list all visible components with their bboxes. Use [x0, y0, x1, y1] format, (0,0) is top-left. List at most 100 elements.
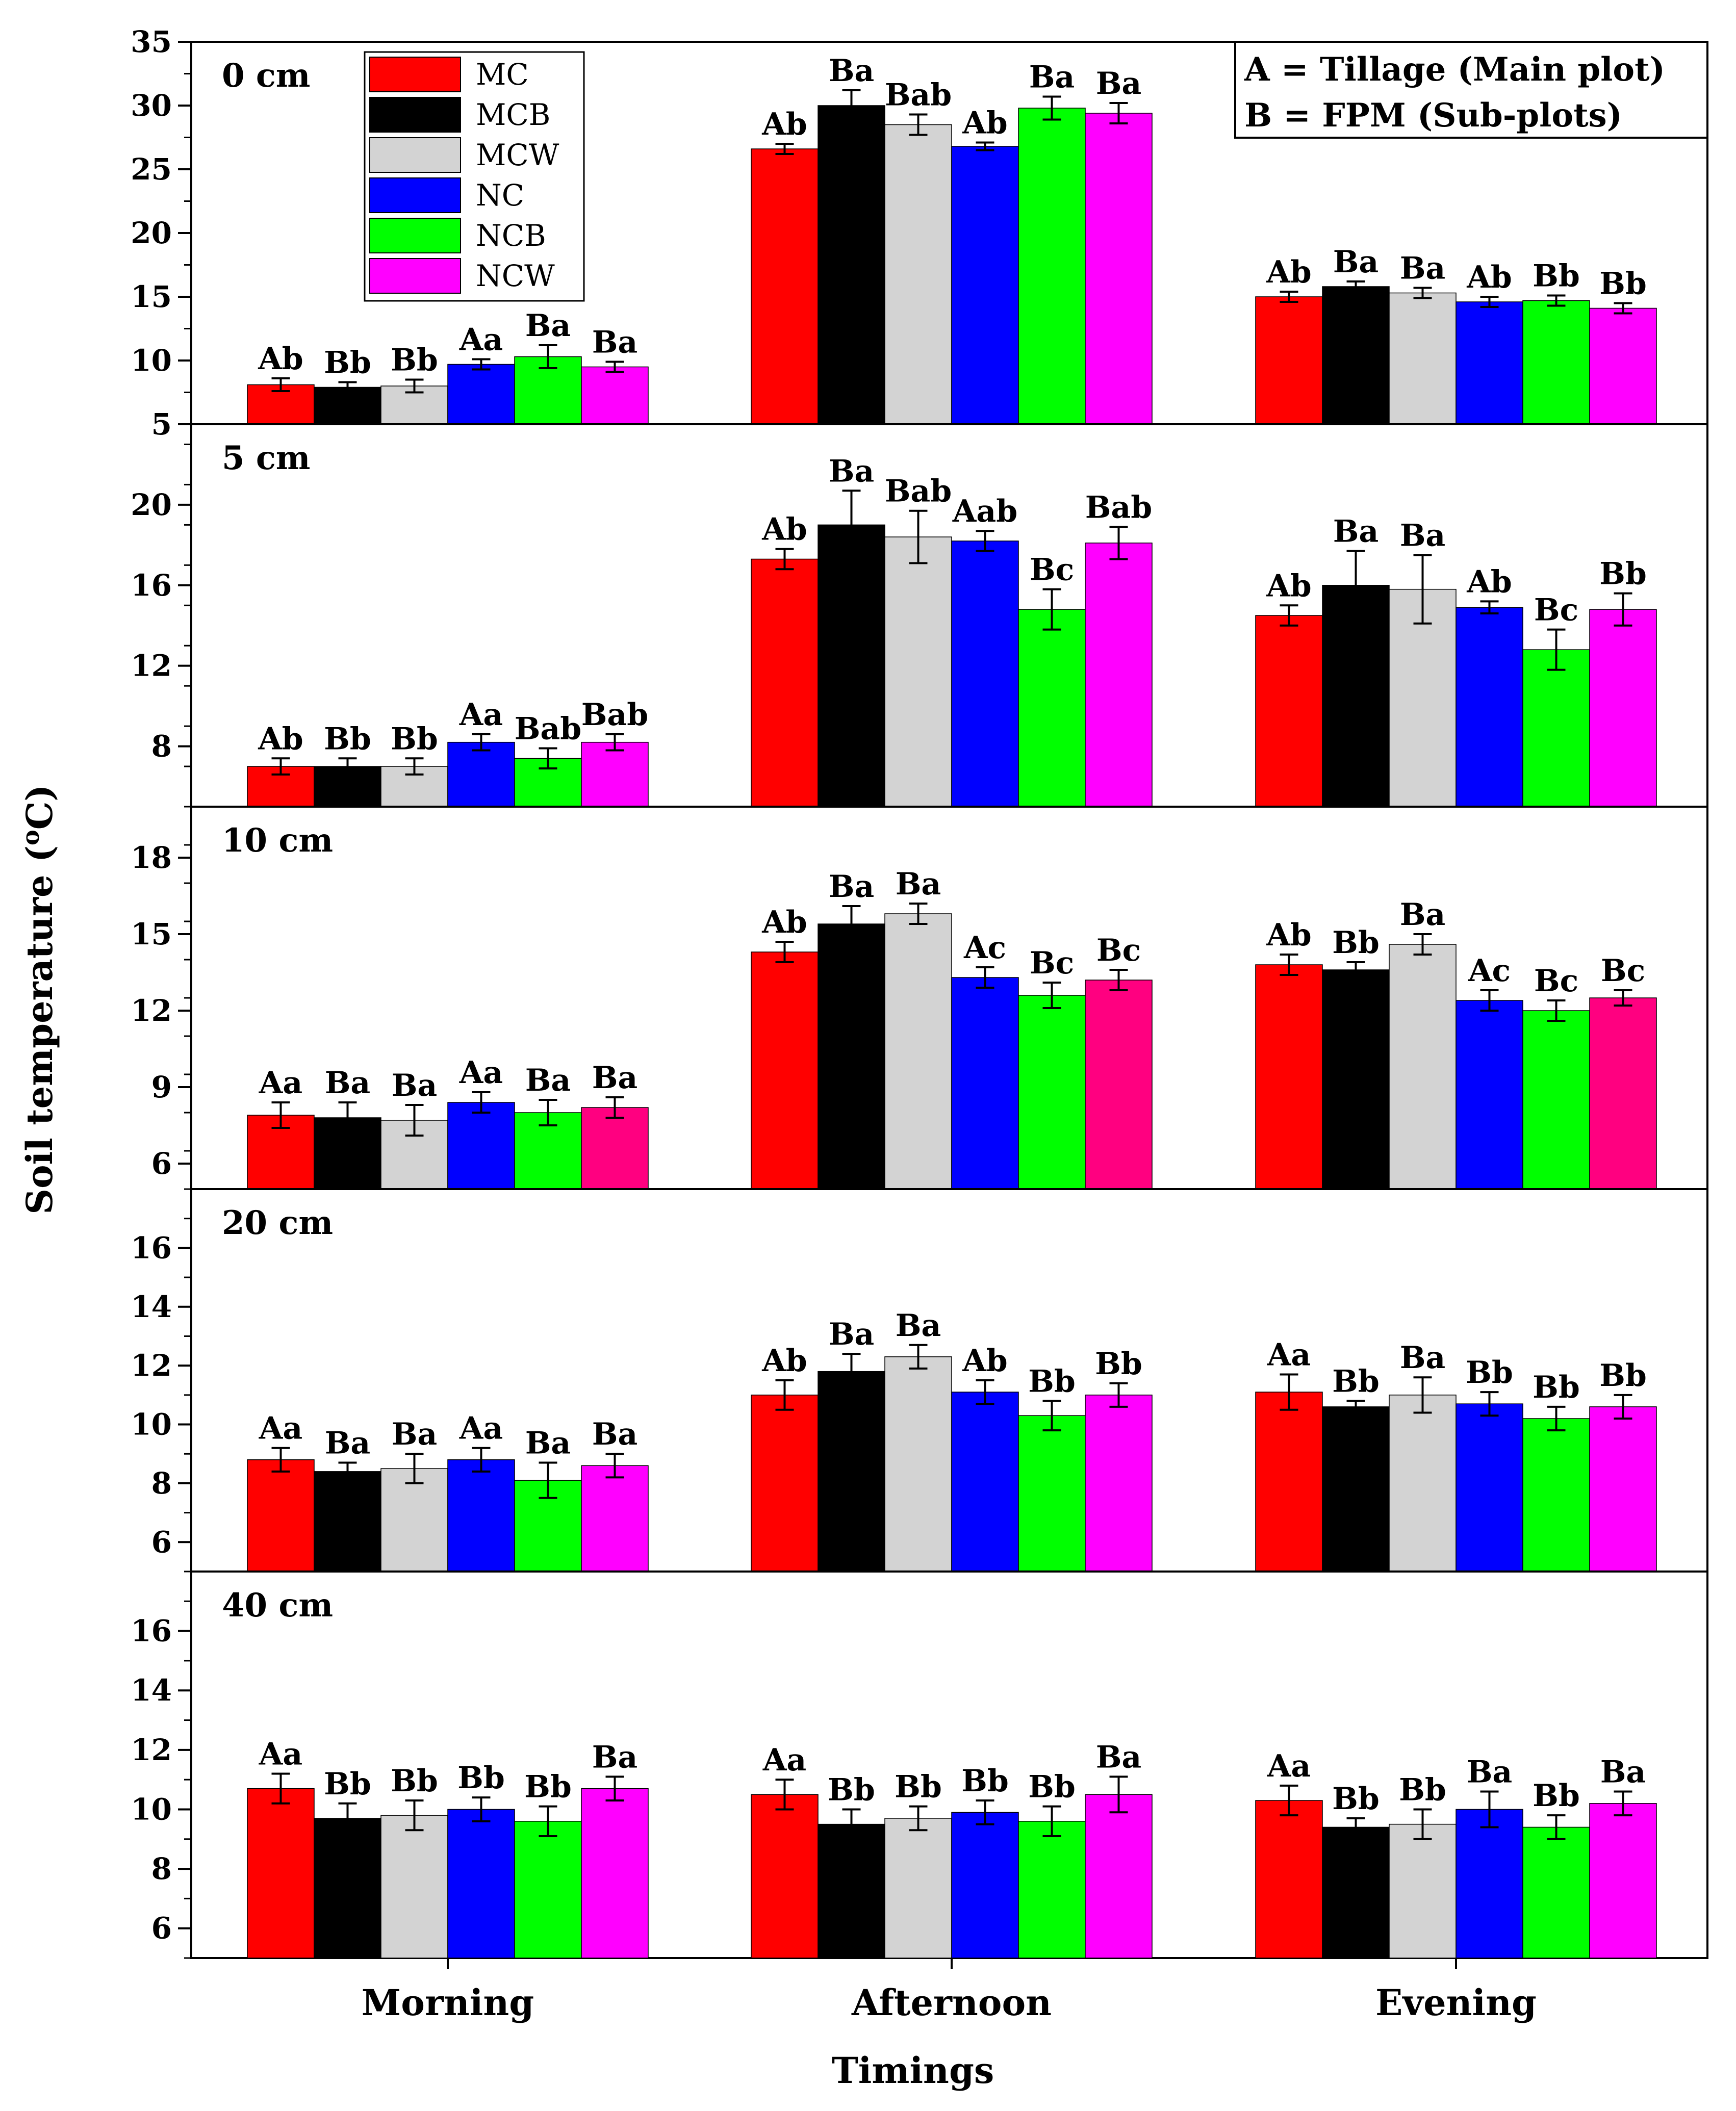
bar [1018, 108, 1086, 425]
legend-label: NCW [476, 259, 555, 293]
data-label: Ba [1400, 1340, 1446, 1376]
bar [581, 1107, 649, 1190]
data-label: Aa [259, 1736, 302, 1772]
bar [951, 146, 1019, 425]
data-label: Ab [1266, 568, 1312, 604]
data-label: Ba [592, 1417, 638, 1452]
data-label: Aa [1267, 1337, 1311, 1373]
data-label: Aab [952, 494, 1017, 529]
bar [751, 1395, 819, 1572]
data-label: Bc [1534, 963, 1578, 999]
legend-label: MCB [476, 97, 550, 132]
data-label: Ab [1466, 260, 1512, 295]
data-label: Ab [761, 512, 807, 548]
data-label: Ab [761, 905, 807, 940]
bar [884, 913, 952, 1190]
bar [1522, 1826, 1590, 1959]
bar [447, 1459, 515, 1572]
data-label: Ba [325, 1065, 371, 1101]
data-label: Bc [1534, 593, 1578, 628]
bar [1522, 649, 1590, 807]
data-label: Bb [828, 1772, 875, 1808]
bar [447, 364, 515, 425]
legend-label: NCB [476, 218, 546, 253]
bar [1456, 607, 1523, 807]
y-tick-label: 6 [151, 1911, 172, 1946]
data-label: Bab [885, 474, 952, 509]
bar [1255, 296, 1323, 425]
data-label: Ba [592, 325, 638, 361]
data-label: Bb [391, 343, 438, 378]
bar [1085, 543, 1153, 807]
data-label: Ba [829, 53, 875, 89]
bar [1589, 997, 1657, 1190]
data-label: Ba [829, 453, 875, 489]
x-axis-title: Timings [832, 2049, 994, 2092]
bar [1255, 1392, 1323, 1572]
data-label: Ba [592, 1739, 638, 1775]
bar [1085, 1395, 1153, 1572]
data-label: Ab [258, 721, 303, 757]
data-label: Bb [1533, 1370, 1580, 1405]
panel-depth-label: 20 cm [222, 1204, 333, 1242]
bar [314, 1818, 381, 1959]
data-label: Aa [459, 322, 503, 358]
legend-swatch [369, 57, 461, 92]
data-label: Ac [1468, 953, 1511, 989]
bar [1018, 995, 1086, 1190]
data-label: Ba [1467, 1754, 1513, 1790]
bar [1018, 609, 1086, 807]
y-tick-label: 10 [131, 1407, 172, 1442]
data-label: Ab [1466, 564, 1512, 600]
data-label: Aa [259, 1411, 302, 1447]
data-label: Ba [829, 1317, 875, 1352]
data-label: Bb [1466, 1355, 1513, 1391]
data-label: Ba [392, 1068, 438, 1103]
legend-swatch [369, 97, 461, 133]
data-label: Aa [459, 1055, 503, 1091]
bar [314, 1471, 381, 1572]
data-label: Ba [1029, 60, 1075, 95]
y-tick-label: 6 [151, 1146, 172, 1181]
bar [1085, 113, 1153, 425]
data-label: Bab [885, 78, 952, 113]
y-tick-label: 16 [131, 568, 172, 603]
y-tick-label: 16 [131, 1614, 172, 1649]
bar [951, 1812, 1019, 1959]
data-label: Ba [1400, 251, 1446, 287]
bar [1255, 964, 1323, 1190]
bar [1322, 969, 1390, 1190]
data-label: Ba [1096, 1739, 1142, 1775]
x-tick-label: Morning [362, 1981, 534, 2024]
bar [514, 1821, 582, 1959]
data-label: Ba [1333, 514, 1379, 550]
legend-label: NC [476, 178, 524, 213]
y-tick-label: 12 [131, 1348, 172, 1383]
bar [751, 148, 819, 425]
bar [751, 951, 819, 1190]
data-label: Ba [525, 1426, 571, 1461]
legend-swatch [369, 258, 461, 294]
bar [1389, 1823, 1457, 1959]
data-label: Ba [1333, 244, 1379, 280]
y-tick-label: 18 [131, 840, 172, 875]
data-label: Bb [1533, 259, 1580, 294]
legend-frame [364, 51, 585, 302]
legend-swatch [369, 177, 461, 213]
x-tick-label: Afternoon [851, 1981, 1052, 2024]
annotation-line: A = Tillage (Main plot) [1244, 50, 1665, 89]
y-tick-label: 14 [131, 1673, 172, 1708]
data-label: Bb [324, 345, 371, 381]
data-label: Ba [1096, 66, 1142, 101]
bar [1018, 1821, 1086, 1959]
y-tick-label: 9 [151, 1070, 172, 1104]
panel-depth-label: 5 cm [222, 439, 311, 477]
bar [951, 977, 1019, 1190]
panel-depth-label: 0 cm [222, 57, 311, 95]
bar [1589, 609, 1657, 807]
bar [1322, 1406, 1390, 1572]
bar [818, 1371, 885, 1572]
y-tick-label: 12 [131, 649, 172, 683]
bar [1018, 1415, 1086, 1572]
